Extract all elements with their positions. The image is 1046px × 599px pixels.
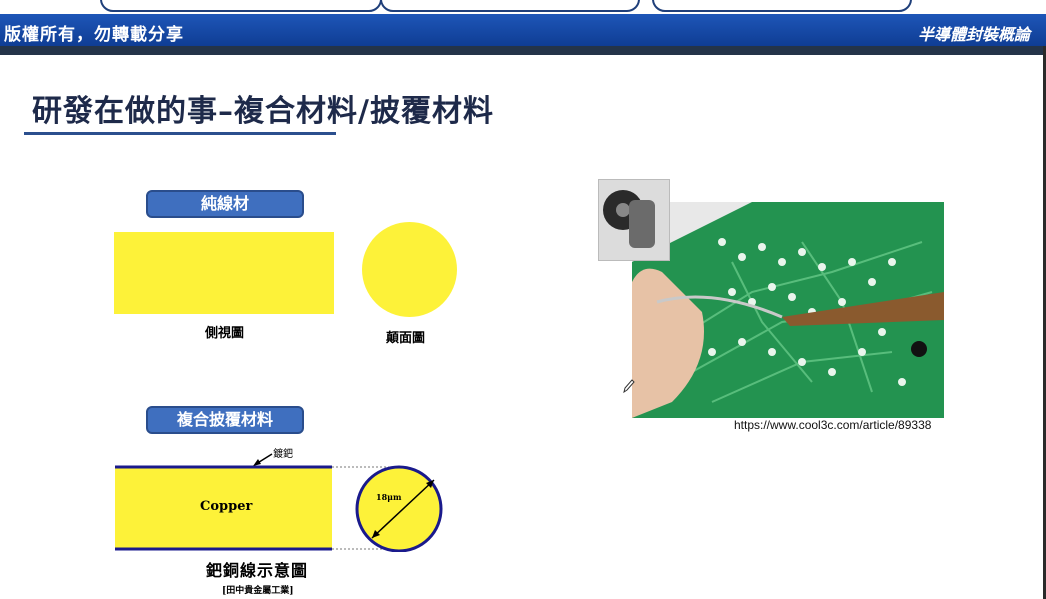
source-citation: [田中貴金屬工業] — [222, 586, 294, 596]
diameter-arrowhead-top — [426, 480, 434, 488]
spool-illustration — [603, 190, 655, 248]
spool-wire — [629, 200, 655, 248]
course-title: 半導體封裝概論 — [917, 25, 1030, 44]
tab-pill-3[interactable] — [652, 0, 912, 12]
solder-wire — [656, 295, 783, 319]
composite-label: 複合披覆材料 — [146, 406, 304, 434]
hand — [632, 268, 704, 418]
plating-label: 鍍鈀 — [273, 449, 293, 460]
spool-hub — [616, 203, 630, 217]
pcb-component — [911, 341, 927, 357]
diagram-title: 鈀銅線示意圖 — [206, 561, 309, 580]
soldering-photo — [632, 202, 944, 418]
copyright-notice: 版權所有，勿轉載分享 — [4, 25, 184, 45]
wire-cross-section-circle — [355, 465, 443, 552]
tab-pill-1[interactable] — [100, 0, 382, 12]
diameter-line — [371, 479, 435, 539]
window-edge — [1043, 46, 1046, 599]
top-strip — [0, 0, 1046, 14]
tab-pill-2[interactable] — [380, 0, 640, 12]
photo-source-url[interactable]: https://www.cool3c.com/article/89338 — [734, 418, 932, 432]
header-banner: 版權所有，勿轉載分享 半導體封裝概論 — [0, 14, 1046, 55]
soldering-iron — [782, 292, 944, 326]
side-view-caption: 側視圖 — [205, 326, 245, 341]
diameter-arrowhead-bottom — [372, 530, 380, 538]
pure-wire-side-view — [114, 232, 334, 314]
pen-cursor-icon — [623, 379, 635, 394]
pcb-board — [632, 202, 944, 418]
plating-pointer-arrowhead — [253, 459, 261, 466]
diameter-label: 18μm — [376, 492, 402, 502]
title-underline — [24, 132, 336, 135]
pure-wire-label: 純線材 — [146, 190, 304, 218]
slide-title: 研發在做的事–複合材料/披覆材料 — [32, 94, 494, 129]
pcb-illustration — [632, 202, 944, 418]
copper-core-rect — [115, 467, 332, 549]
palladium-copper-wire-diagram — [115, 453, 443, 552]
copper-label: Copper — [200, 499, 253, 514]
cross-section-caption: 顛面圖 — [386, 331, 426, 346]
pure-wire-cross-section — [362, 222, 457, 317]
solder-spool-inset — [598, 179, 670, 261]
